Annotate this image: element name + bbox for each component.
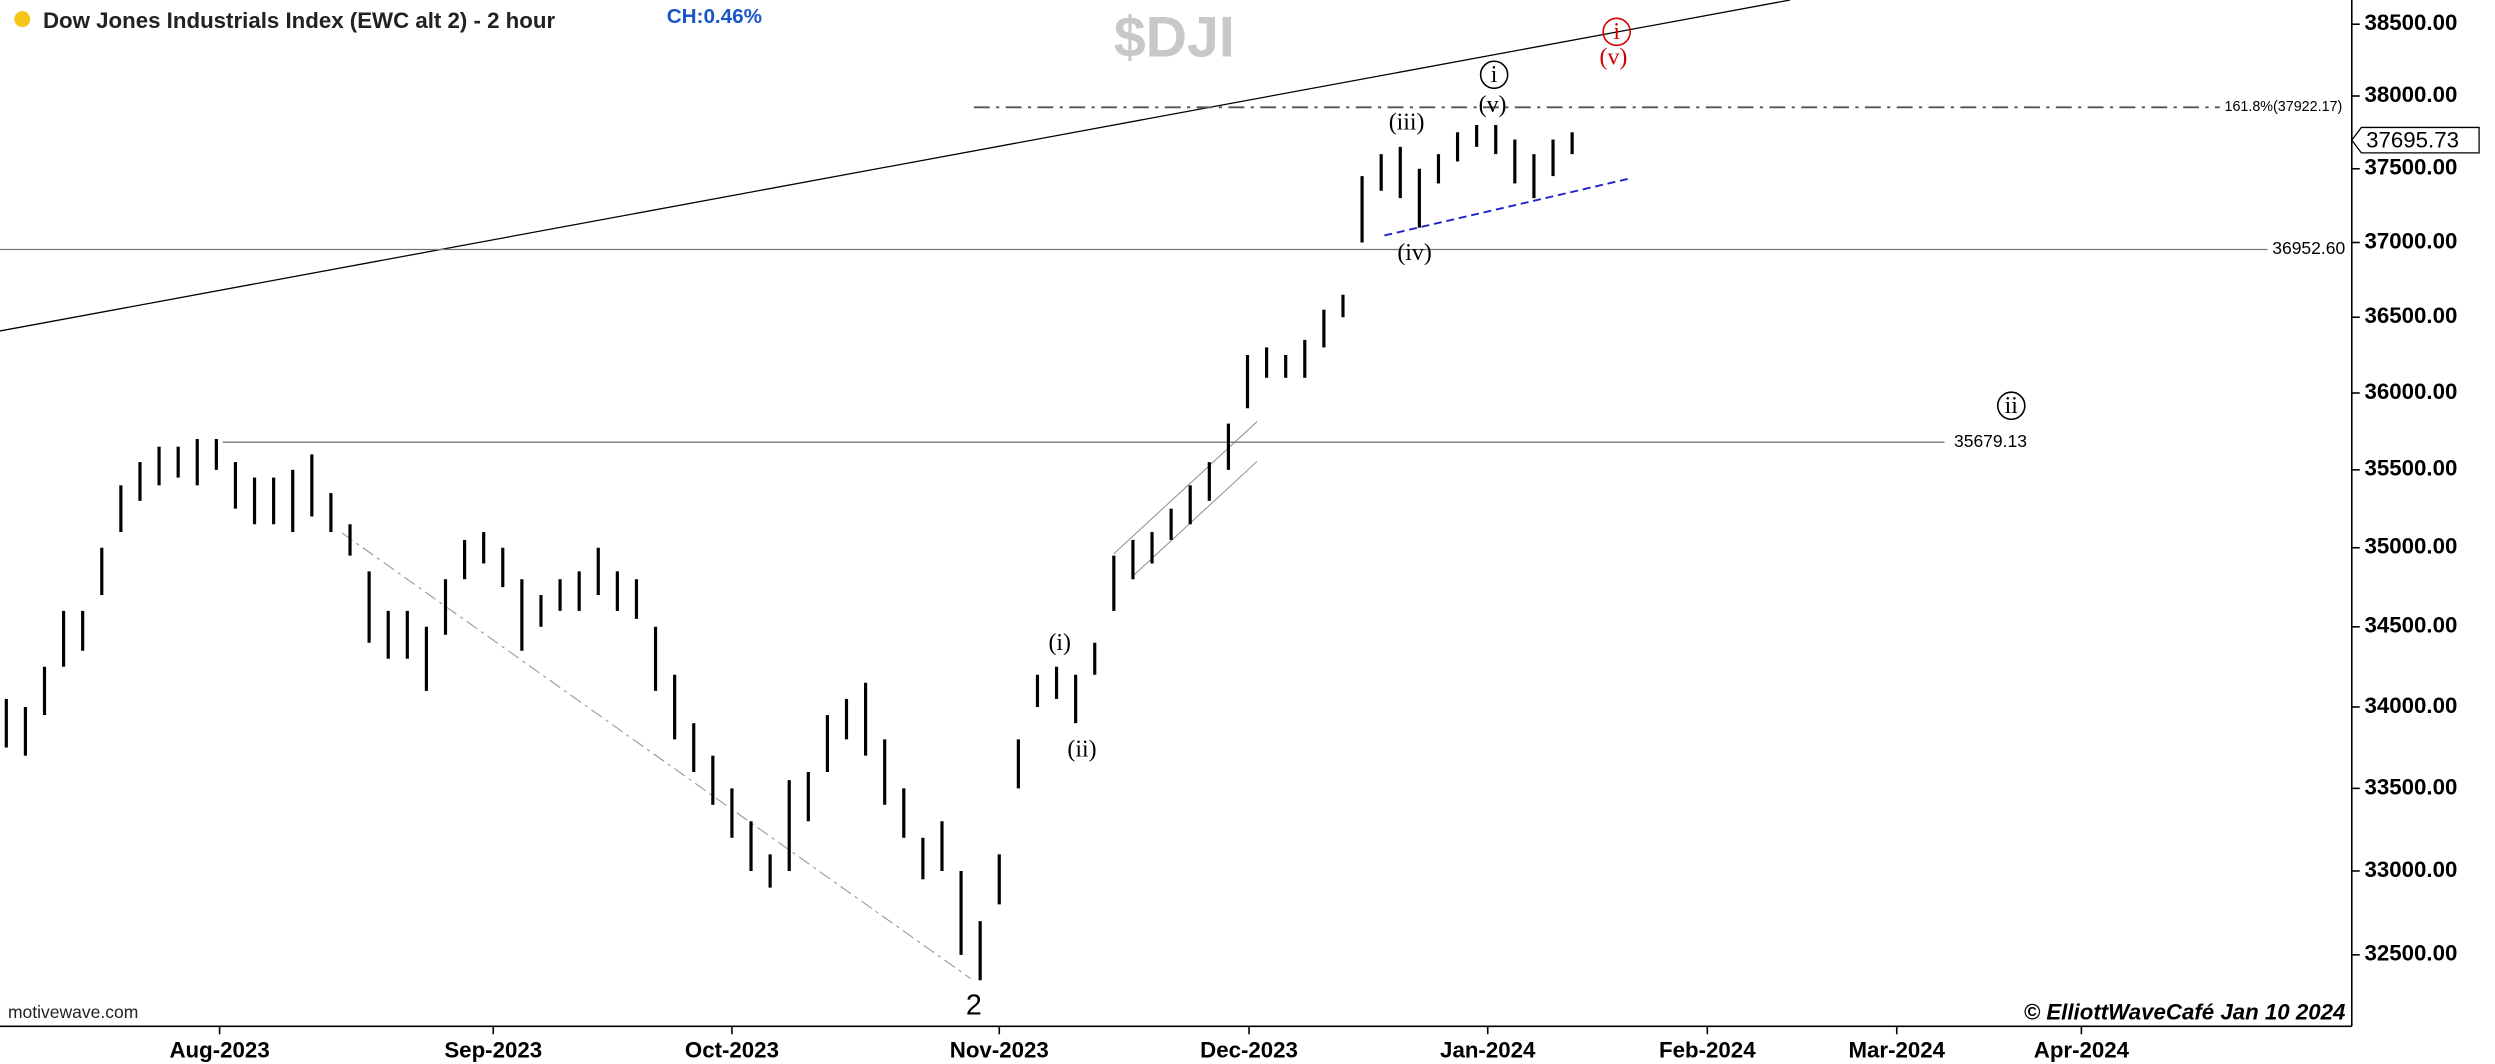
wave-label: (ii) xyxy=(1067,736,1096,762)
wave-label: (v) xyxy=(1479,92,1507,118)
last-price-label: 37695.73 xyxy=(2366,128,2459,153)
y-tick-label: 38000.00 xyxy=(2365,82,2458,107)
x-tick-label: Feb-2024 xyxy=(1659,1038,1756,1063)
y-tick-label: 33500.00 xyxy=(2365,774,2458,799)
level-label: 36952.60 xyxy=(2272,238,2345,258)
wave-label: (i) xyxy=(1048,630,1071,656)
wave-circle xyxy=(1996,391,2026,421)
level-label: 161.8%(37922.17) xyxy=(2224,99,2342,115)
x-tick-label: Apr-2024 xyxy=(2034,1038,2130,1063)
x-tick-label: Jan-2024 xyxy=(1440,1038,1536,1063)
x-tick-label: Aug-2023 xyxy=(169,1038,269,1063)
y-tick-label: 38500.00 xyxy=(2365,10,2458,35)
channel-line xyxy=(1132,461,1258,577)
wave-label: (iv) xyxy=(1397,240,1431,266)
x-tick-label: Oct-2023 xyxy=(685,1038,779,1063)
source-label: motivewave.com xyxy=(8,1002,138,1022)
credit-label: © ElliottWaveCafé Jan 10 2024 xyxy=(2024,999,2346,1024)
y-tick-label: 34500.00 xyxy=(2365,613,2458,638)
x-tick-label: Mar-2024 xyxy=(1848,1038,1945,1063)
wave-label: (v) xyxy=(1600,44,1628,70)
wave-circle xyxy=(1602,17,1631,47)
y-tick-label: 34000.00 xyxy=(2365,693,2458,718)
x-tick-label: Dec-2023 xyxy=(1200,1038,1298,1063)
channel-line xyxy=(1113,421,1258,555)
wave-label: (iii) xyxy=(1389,110,1425,136)
change-label: CH:0.46% xyxy=(667,5,762,28)
trend-line xyxy=(0,0,1791,332)
last-price-tag xyxy=(2350,126,2480,154)
wave-label: ii xyxy=(2005,393,2019,419)
y-tick-label: 37000.00 xyxy=(2365,228,2458,253)
support-line xyxy=(1384,177,1632,237)
y-tick-label: 36500.00 xyxy=(2365,303,2458,328)
wave-label: i xyxy=(1491,62,1498,88)
x-tick-label: Sep-2023 xyxy=(444,1038,542,1063)
y-tick-label: 33000.00 xyxy=(2365,857,2458,882)
level-label: 35679.13 xyxy=(1954,431,2027,451)
wave-label: i xyxy=(1613,19,1620,45)
y-tick-label: 35500.00 xyxy=(2365,456,2458,481)
y-tick-label: 37500.00 xyxy=(2365,155,2458,180)
y-tick-label: 36000.00 xyxy=(2365,379,2458,404)
wave-circle xyxy=(1479,60,1509,90)
x-tick-label: Nov-2023 xyxy=(950,1038,1049,1063)
y-tick-label: 32500.00 xyxy=(2365,941,2458,966)
wave-label: 2 xyxy=(966,990,982,1022)
symbol-watermark: $DJI xyxy=(1114,5,1235,69)
y-tick-label: 35000.00 xyxy=(2365,534,2458,559)
status-dot xyxy=(14,11,31,28)
chart-title: Dow Jones Industrials Index (EWC alt 2) … xyxy=(43,8,556,33)
